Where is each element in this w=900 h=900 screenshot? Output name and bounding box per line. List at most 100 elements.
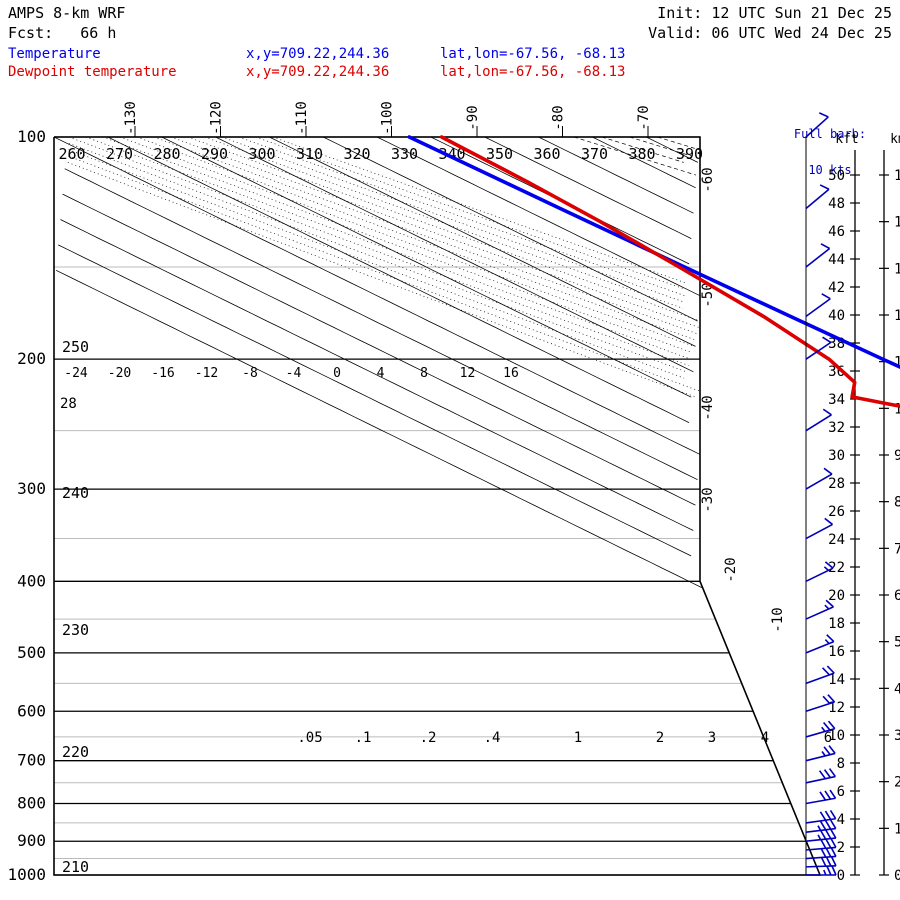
mixing-ratio-label-3: .4	[484, 730, 501, 746]
isotherm-top--70: -70	[636, 105, 652, 130]
kft-axis-label: kft	[835, 132, 858, 147]
temp-row-label--24: -24	[64, 366, 88, 381]
temp-row-label--20: -20	[108, 366, 131, 381]
kft-tick-32: 32	[828, 420, 845, 436]
theta-interior-210: 210	[62, 858, 89, 876]
wind-barb	[805, 467, 833, 490]
temp-row-label--8: -8	[242, 366, 258, 381]
temp-row-label--4: -4	[286, 366, 302, 381]
km-tick-9: 9.	[894, 448, 900, 464]
wind-barb	[805, 768, 836, 784]
kft-tick-6: 6	[837, 784, 845, 800]
kft-tick-28: 28	[828, 476, 845, 492]
isotherm-top--80: -80	[551, 105, 567, 130]
mixing-ratio-label-4: 1	[574, 730, 582, 746]
temp-row-label-12: 12	[460, 366, 476, 381]
isotherm-right--20: -20	[723, 557, 739, 582]
km-tick-4: 4.	[894, 681, 900, 697]
km-tick-8: 8.	[894, 495, 900, 511]
wind-barb	[805, 184, 830, 210]
km-tick-0: 0.	[894, 868, 900, 884]
km-axis-label: km	[890, 132, 900, 147]
isotherm-top--100: -100	[380, 101, 396, 135]
isotherm-right--30: -30	[700, 487, 716, 512]
legend-dewpoint-xy: x,y=709.22,244.36	[246, 64, 390, 80]
kft-tick-18: 18	[828, 616, 845, 632]
mixing-ratio-label-0: .05	[297, 730, 322, 746]
isotherm-top--130: -130	[123, 101, 139, 135]
theta-label-260: 260	[58, 145, 85, 163]
wind-barb	[805, 720, 836, 738]
kft-tick-48: 48	[828, 196, 845, 212]
plot-frame	[53, 136, 822, 876]
altitude-axes: kftkm02468101214161820222426283032343638…	[828, 132, 900, 884]
wind-barb	[805, 561, 834, 583]
kft-tick-40: 40	[828, 308, 845, 324]
wind-barb	[805, 517, 833, 540]
mixing-ratio-label-8: 6	[824, 730, 832, 746]
wind-barb	[805, 634, 835, 654]
kft-tick-22: 22	[828, 560, 845, 576]
pressure-tick-600: 600	[17, 701, 46, 720]
km-tick-11: 11.	[894, 355, 900, 371]
mixing-ratio-label-7: 4	[761, 730, 769, 746]
wind-barb	[805, 745, 836, 762]
kft-tick-4: 4	[837, 812, 845, 828]
km-tick-10: 10.	[894, 401, 900, 417]
theta-label-330: 330	[391, 145, 418, 163]
kft-tick-0: 0	[837, 868, 845, 884]
wind-barb	[805, 599, 834, 620]
wind-barb	[805, 847, 837, 860]
pressure-tick-500: 500	[17, 643, 46, 662]
temp-row-label-0: 0	[333, 366, 341, 381]
theta-label-270: 270	[106, 145, 133, 163]
legend-dewpoint-label: Dewpoint temperature	[8, 64, 177, 80]
forecast-hour: Fcst: 66 h	[8, 24, 117, 42]
kft-tick-10: 10	[828, 728, 845, 744]
kft-tick-46: 46	[828, 224, 845, 240]
legend-temperature-label: Temperature	[8, 46, 101, 62]
theta-interior-220: 220	[62, 743, 89, 761]
wind-barb	[805, 819, 837, 833]
km-tick-1: 1.	[894, 821, 900, 837]
legend-dewpoint-latlon: lat,lon=-67.56, -68.13	[440, 64, 626, 80]
pressure-tick-200: 200	[17, 349, 46, 368]
init-time: Init: 12 UTC Sun 21 Dec 25	[657, 4, 892, 22]
mixing-ratio-label-5: 2	[656, 730, 664, 746]
wind-barb	[805, 665, 835, 685]
pressure-tick-400: 400	[17, 571, 46, 590]
interior-mark-28: 28	[60, 396, 77, 412]
barb-legend-line2: 10 kts	[808, 163, 852, 177]
kft-tick-2: 2	[837, 840, 845, 856]
theta-label-370: 370	[581, 145, 608, 163]
legend-temperature-xy: x,y=709.22,244.36	[246, 46, 390, 62]
kft-tick-26: 26	[828, 504, 845, 520]
theta-label-360: 360	[533, 145, 560, 163]
kft-tick-14: 14	[828, 672, 845, 688]
wind-barb	[805, 243, 831, 268]
pressure-tick-800: 800	[17, 793, 46, 812]
pressure-tick-300: 300	[17, 479, 46, 498]
isotherm-right--60: -60	[700, 167, 716, 192]
isotherm-right--50: -50	[700, 282, 716, 307]
theta-label-350: 350	[486, 145, 513, 163]
theta-label-300: 300	[248, 145, 275, 163]
km-tick-6: 6.	[894, 588, 900, 604]
km-tick-12: 12.	[894, 308, 900, 324]
dry-adiabats	[573, 136, 700, 176]
theta-label-320: 320	[343, 145, 370, 163]
pressure-tick-1000: 1000	[7, 865, 46, 884]
temp-row-label-4: 4	[377, 366, 385, 381]
theta-interior-230: 230	[62, 621, 89, 639]
wind-barb	[805, 809, 837, 824]
isotherm-right--10: -10	[770, 607, 786, 632]
kft-tick-34: 34	[828, 392, 845, 408]
theta-label-390: 390	[676, 145, 703, 163]
kft-tick-30: 30	[828, 448, 845, 464]
temp-row-label-16: 16	[503, 366, 519, 381]
wind-barb	[805, 112, 829, 138]
km-tick-13: 13.	[894, 261, 900, 277]
kft-tick-8: 8	[837, 756, 845, 772]
